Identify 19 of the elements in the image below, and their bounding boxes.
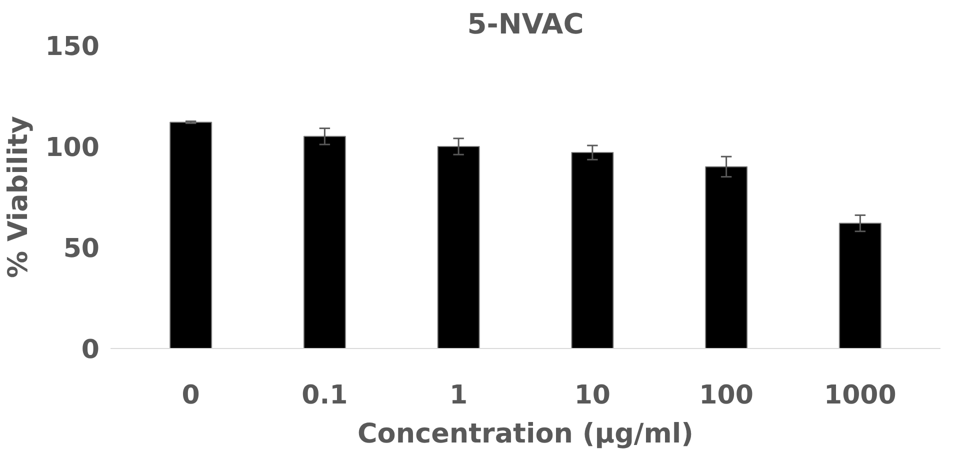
y-tick-label: 100 (45, 133, 100, 163)
y-tick-label: 50 (63, 234, 100, 264)
bar (437, 146, 480, 348)
bar (303, 136, 346, 348)
bar (170, 122, 212, 348)
y-tick-label: 0 (81, 335, 100, 365)
x-tick-label: 0.1 (302, 380, 348, 410)
x-tick-label: 1000 (824, 380, 896, 410)
chart-title: 5-NVAC (467, 8, 584, 40)
y-tick-label: 150 (45, 32, 100, 62)
bar (705, 166, 748, 348)
x-tick-label: 1 (450, 380, 468, 410)
bar (571, 152, 614, 348)
x-tick-label: 100 (699, 380, 754, 410)
x-tick-label: 10 (574, 380, 611, 410)
bar (838, 222, 882, 348)
x-tick-label: 0 (182, 380, 200, 410)
x-axis-title: Concentration (µg/ml) (357, 418, 694, 450)
y-axis-title: % Viability (3, 116, 34, 278)
